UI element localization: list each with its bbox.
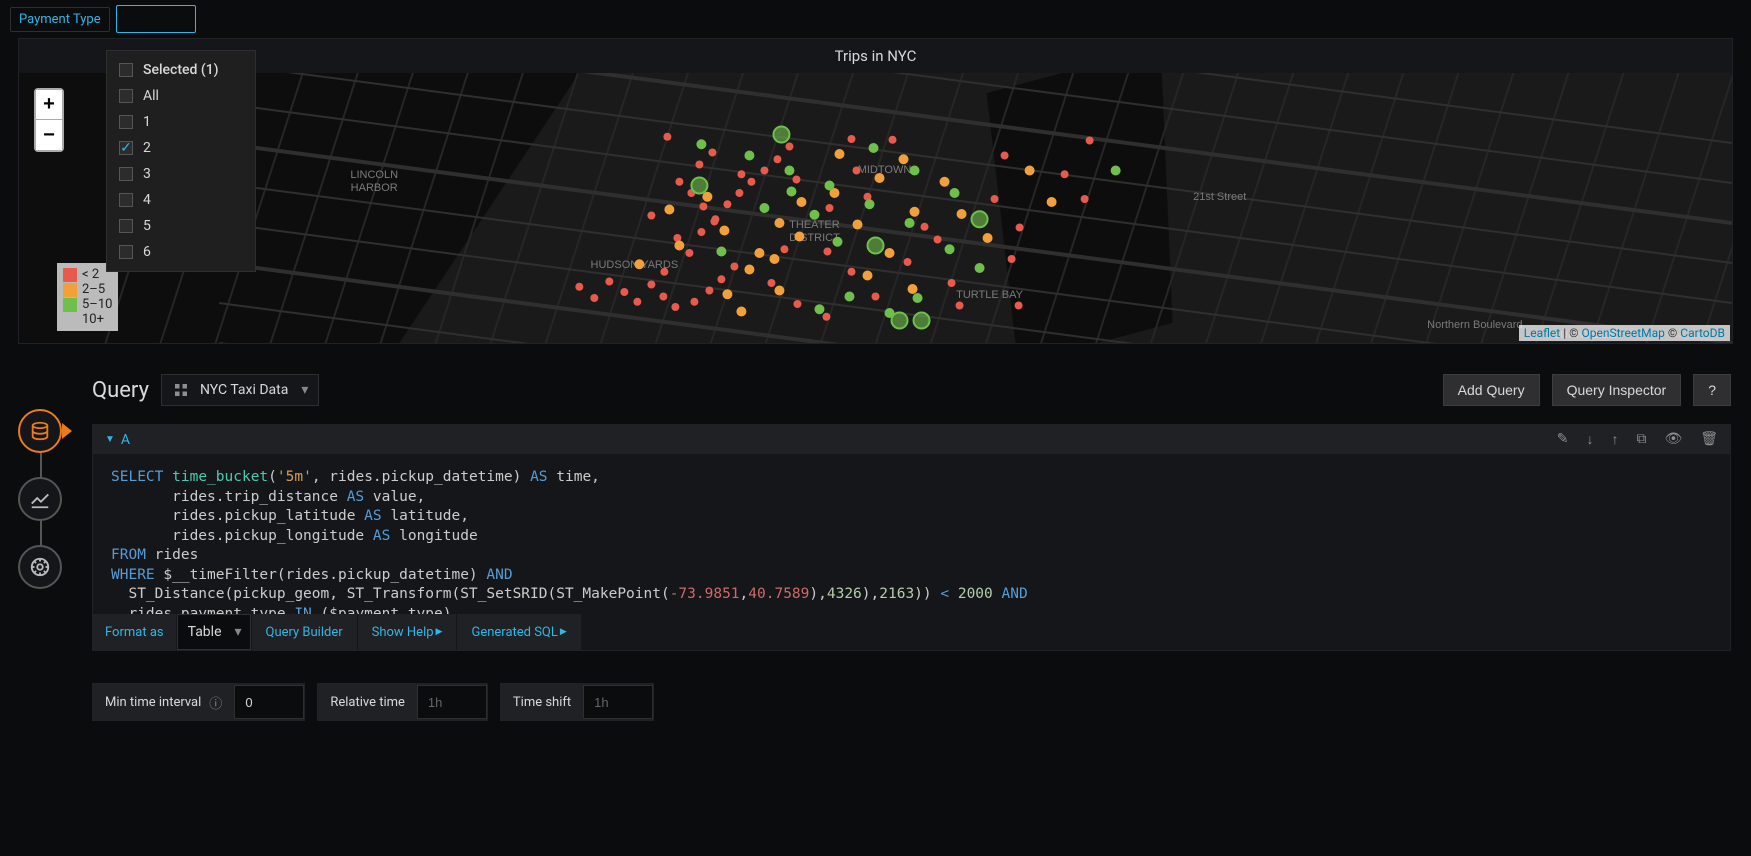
tab-queries[interactable] [18, 409, 62, 453]
delete-icon[interactable]: 🗑 [1700, 431, 1718, 448]
relative-time-label: Relative time [318, 684, 417, 720]
tab-visualization[interactable] [18, 477, 62, 521]
caret-down-icon: ▾ [301, 382, 308, 398]
caret-down-icon: ▼ [105, 434, 115, 445]
checkbox-icon [119, 115, 133, 129]
svg-text:21st Street: 21st Street [1193, 191, 1246, 203]
checkbox-icon [119, 63, 133, 77]
svg-text:LINCOLN: LINCOLN [350, 169, 398, 181]
legend-label: 2–5 [82, 282, 105, 297]
map-panel: Trips in NYC LINCOLNHARBORHUDSON YARDSMI… [18, 38, 1733, 344]
legend-label: < 2 [82, 267, 99, 282]
query-inspector-button[interactable]: Query Inspector [1552, 374, 1682, 406]
dropdown-option[interactable]: 6 [107, 239, 255, 265]
dropdown-option-label: 4 [143, 192, 151, 208]
filter-value-input[interactable] [116, 5, 196, 33]
dropdown-all-label: All [143, 88, 159, 104]
carto-link[interactable]: CartoDB [1680, 326, 1725, 340]
edit-icon[interactable]: ✎ [1557, 431, 1569, 448]
sql-editor[interactable]: SELECT time_bucket('5m', rides.pickup_da… [93, 454, 1730, 614]
time-shift-label: Time shift [501, 684, 583, 720]
datasource-name: NYC Taxi Data [200, 382, 288, 398]
dropdown-option[interactable]: 3 [107, 161, 255, 187]
dropdown-option-label: 2 [143, 140, 151, 156]
map-container[interactable]: LINCOLNHARBORHUDSON YARDSMIDTOWNTHEATERD… [19, 73, 1732, 343]
dropdown-option[interactable]: 5 [107, 213, 255, 239]
move-down-icon[interactable]: ↓ [1586, 431, 1593, 448]
checkbox-icon: ✓ [119, 141, 133, 155]
leaflet-link[interactable]: Leaflet [1524, 326, 1560, 340]
legend-label: 5–10 [82, 297, 112, 312]
time-shift-input[interactable] [583, 685, 653, 719]
zoom-control: + − [34, 88, 64, 152]
dropdown-option-label: 6 [143, 244, 151, 260]
map-attribution: Leaflet | © OpenStreetMap © CartoDB [1519, 325, 1730, 341]
format-as-select[interactable]: Table ▾ [177, 614, 251, 650]
dropdown-selected-label: Selected (1) [143, 62, 219, 78]
svg-text:HARBOR: HARBOR [351, 182, 398, 194]
dropdown-option[interactable]: 1 [107, 109, 255, 135]
legend-label: 10+ [82, 312, 104, 327]
add-query-button[interactable]: Add Query [1443, 374, 1540, 406]
filter-label: Payment Type [10, 7, 110, 32]
dropdown-all-row[interactable]: All [107, 83, 255, 109]
relative-time-input[interactable] [417, 685, 487, 719]
query-section-title: Query [92, 378, 149, 403]
checkbox-icon [119, 167, 133, 181]
toggle-visibility-icon[interactable]: 👁 [1664, 431, 1682, 448]
legend-row: 10+ [63, 312, 112, 327]
dropdown-option[interactable]: 4 [107, 187, 255, 213]
datasource-select[interactable]: NYC Taxi Data ▾ [161, 374, 319, 406]
dropdown-option[interactable]: ✓2 [107, 135, 255, 161]
query-row-letter: A [121, 432, 130, 448]
svg-text:MIDTOWN: MIDTOWN [858, 164, 912, 176]
show-help-link[interactable]: Show Help▶ [358, 614, 457, 650]
payment-type-dropdown[interactable]: Selected (1) All 1✓23456 [106, 50, 256, 272]
move-up-icon[interactable]: ↑ [1611, 431, 1618, 448]
query-builder-link[interactable]: Query Builder [252, 614, 357, 650]
checkbox-icon [119, 219, 133, 233]
zoom-out-button[interactable]: − [36, 120, 62, 150]
caret-down-icon: ▾ [234, 624, 241, 640]
legend-row: 2–5 [63, 282, 112, 297]
map-legend: < 22–55–1010+ [57, 263, 118, 331]
format-as-label: Format as [93, 614, 176, 650]
svg-text:THEATER: THEATER [789, 219, 840, 231]
duplicate-icon[interactable]: ⧉ [1636, 431, 1646, 448]
legend-swatch [63, 283, 77, 297]
svg-text:TURTLE BAY: TURTLE BAY [956, 289, 1024, 301]
query-row-header[interactable]: ▼ A ✎ ↓ ↑ ⧉ 👁 🗑 [93, 425, 1730, 454]
legend-swatch [63, 298, 77, 312]
query-help-button[interactable]: ? [1693, 374, 1731, 406]
checkbox-icon [119, 193, 133, 207]
min-interval-label: Min time intervalⓘ [93, 684, 234, 720]
dropdown-option-label: 3 [143, 166, 151, 182]
tab-general[interactable] [18, 545, 62, 589]
osm-link[interactable]: OpenStreetMap [1582, 326, 1665, 340]
legend-swatch [63, 268, 77, 282]
zoom-in-button[interactable]: + [36, 90, 62, 120]
editor-tabs [0, 374, 80, 757]
min-interval-input[interactable] [234, 685, 304, 719]
dropdown-option-label: 5 [143, 218, 151, 234]
legend-row: 5–10 [63, 297, 112, 312]
generated-sql-link[interactable]: Generated SQL▶ [457, 614, 580, 650]
datasource-icon [172, 381, 190, 399]
svg-text:Northern Boulevard: Northern Boulevard [1427, 319, 1522, 331]
checkbox-icon [119, 245, 133, 259]
info-icon[interactable]: ⓘ [209, 693, 222, 712]
svg-text:GARDENS: GARDENS [1558, 342, 1612, 343]
dropdown-selected-row[interactable]: Selected (1) [107, 57, 255, 83]
checkbox-icon [119, 89, 133, 103]
dropdown-option-label: 1 [143, 114, 151, 130]
panel-title: Trips in NYC [19, 39, 1732, 73]
